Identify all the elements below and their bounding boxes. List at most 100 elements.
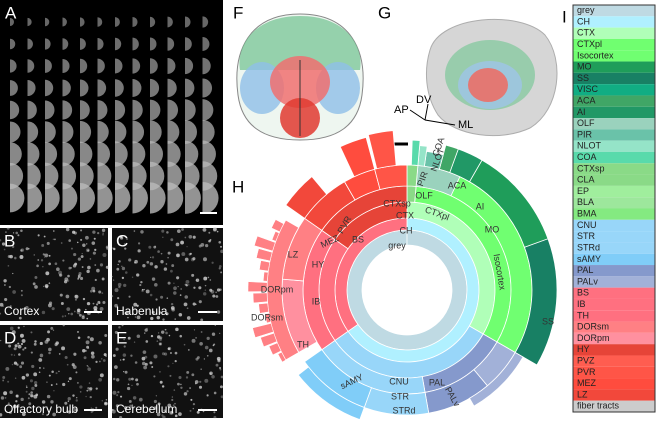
cell [77,336,81,340]
cell [17,342,20,345]
cell [216,310,221,314]
slice [132,141,146,167]
coronal-section [236,13,408,146]
cell [127,383,130,386]
panel-label: Cortex [4,304,39,318]
cell [185,279,190,284]
cell [22,348,25,351]
cell [143,365,148,370]
cell [94,248,97,251]
cell [213,411,216,414]
cell [114,365,118,369]
cell [130,377,134,381]
legend-swatch [573,298,655,311]
cell [185,376,189,379]
cell [134,316,137,318]
cell [45,271,50,276]
cell [74,294,78,298]
cell [58,370,60,373]
legend-swatch [573,72,655,85]
slice [80,79,89,97]
cell [87,387,90,390]
legend-swatch [573,106,655,119]
cell [48,347,52,352]
cell [70,247,73,250]
cell [150,334,154,338]
panel-letter: C [116,231,128,250]
cell [176,229,181,234]
cell [206,336,210,340]
cell [141,361,146,366]
cell [86,269,90,274]
slice [167,120,180,144]
cell [80,229,83,232]
cell [8,344,12,348]
segment [374,164,408,191]
cell [24,346,27,350]
cell [96,303,99,306]
cell [203,358,206,360]
cell [199,380,202,383]
cell [5,366,10,371]
panel-letter: B [4,231,15,250]
cell [173,282,175,284]
cell [90,410,93,414]
cell [207,276,210,279]
cell [189,252,192,255]
legend-swatch [573,400,655,412]
cell [6,226,10,230]
cell [11,330,16,335]
cell [142,350,147,355]
cell [141,288,144,291]
cell [14,377,17,379]
legend-label: CTXpl [577,39,602,49]
legend-label: COA [577,152,597,162]
cell [64,355,68,359]
cell [204,345,209,350]
cell [99,360,101,363]
cell [123,283,127,288]
sunburst: greyCHCTXCTXspCTXplOLFPIRNLOTCOAACAAIMOI… [247,130,558,421]
cell [208,231,211,234]
cell [20,397,24,402]
cell [157,250,160,253]
cell [81,252,83,255]
slice [202,78,213,98]
cell [179,334,183,338]
cell [13,361,18,365]
segment [277,351,287,363]
cell [117,391,120,394]
cell [73,310,76,313]
cell [183,343,186,346]
slice [10,121,21,143]
cell [15,394,19,398]
cell [159,342,162,346]
cell [126,311,130,314]
cell [101,358,103,360]
cell [30,331,33,334]
cell [3,284,6,286]
slice [45,121,56,143]
cell [124,235,127,237]
sunburst-label: DORpm [261,284,294,294]
sunburst-label: STRd [392,405,415,415]
cell [204,289,206,291]
sunburst-label: CTXsp [383,198,411,208]
cell [143,288,146,291]
sunburst-label: ACA [448,180,467,190]
cell [34,380,38,385]
segment [271,231,280,242]
cell [220,245,222,248]
cell [93,237,96,240]
cell [219,265,222,268]
cell [12,232,15,234]
legend-label: fiber tracts [577,401,620,411]
cell [125,237,129,241]
cell [210,289,215,294]
cell [7,265,10,267]
cell [62,382,66,387]
slice [62,100,73,120]
slice [115,99,126,121]
cell [219,368,222,371]
cell [39,366,41,369]
